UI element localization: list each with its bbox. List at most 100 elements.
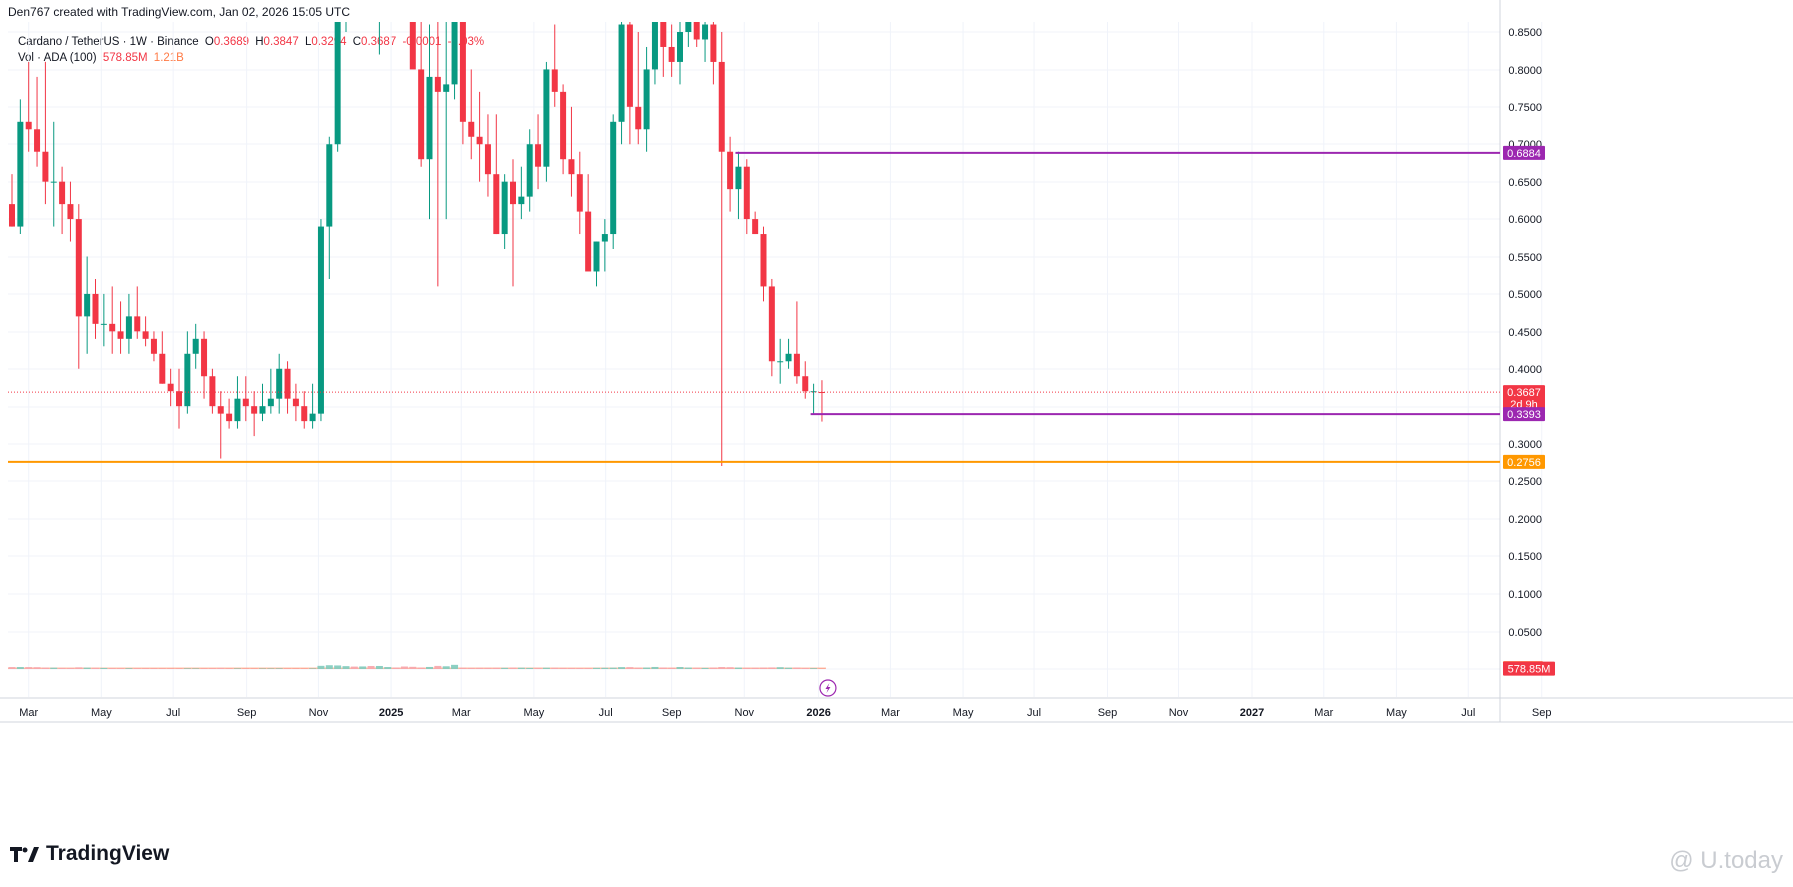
tradingview-logo[interactable]: TradingView bbox=[10, 842, 169, 866]
candle-body bbox=[42, 151, 49, 182]
candle-body bbox=[326, 144, 333, 227]
x-tick-label: 2027 bbox=[1240, 707, 1264, 719]
candle-body bbox=[192, 338, 199, 354]
candle-body bbox=[201, 338, 208, 377]
candle-body bbox=[259, 406, 266, 414]
candle-body bbox=[585, 211, 592, 272]
candle-body bbox=[267, 398, 274, 407]
volume-bar bbox=[509, 667, 517, 669]
y-tick-label: 0.4500 bbox=[1508, 327, 1542, 339]
volume-bar bbox=[542, 667, 550, 669]
candle-body bbox=[184, 353, 191, 407]
volume-bar bbox=[810, 668, 818, 669]
candle-body bbox=[284, 368, 291, 399]
volume-bar bbox=[534, 667, 542, 669]
candle-body bbox=[159, 353, 166, 384]
candle-body bbox=[760, 234, 767, 287]
candle-body bbox=[150, 338, 157, 354]
volume-ma-value: 1.21B bbox=[153, 52, 184, 64]
volume-bar bbox=[768, 667, 776, 669]
volume-bar bbox=[609, 667, 617, 669]
candle-body bbox=[176, 391, 182, 407]
volume-bar bbox=[158, 668, 166, 669]
candle-body bbox=[426, 76, 433, 160]
volume-bar bbox=[242, 668, 250, 669]
volume-bar bbox=[417, 667, 425, 669]
candle-body bbox=[142, 331, 149, 339]
volume-bar bbox=[292, 668, 300, 669]
candle-body bbox=[134, 316, 141, 332]
price-badge-text: 0.3687 bbox=[1507, 387, 1541, 399]
volume-bar bbox=[584, 668, 592, 669]
candle-body bbox=[484, 144, 491, 175]
volume-bar bbox=[434, 665, 442, 669]
candle-body bbox=[727, 151, 734, 190]
candle-body bbox=[752, 219, 759, 235]
volume-bar bbox=[325, 665, 333, 669]
candle-body bbox=[451, 22, 458, 85]
volume-bar bbox=[626, 667, 634, 669]
volume-bar bbox=[133, 668, 141, 669]
volume-bar bbox=[785, 667, 793, 669]
volume-bar bbox=[350, 666, 358, 669]
candle-body bbox=[576, 174, 583, 212]
y-tick-label: 0.6500 bbox=[1508, 177, 1542, 189]
close-value: 0.3687 bbox=[361, 36, 397, 48]
volume-bar bbox=[467, 667, 475, 669]
y-tick-label: 0.6000 bbox=[1508, 214, 1542, 226]
volume-bar bbox=[217, 667, 225, 669]
candle-body bbox=[635, 106, 642, 130]
candle-body bbox=[660, 22, 667, 47]
volume-bar bbox=[334, 665, 342, 669]
candle-body bbox=[601, 234, 608, 242]
volume-bar bbox=[718, 667, 726, 669]
y-tick-label: 0.7500 bbox=[1508, 102, 1542, 114]
volume-bar bbox=[668, 667, 676, 669]
volume-bar bbox=[476, 667, 484, 669]
candle-body bbox=[317, 226, 324, 414]
volume-bar bbox=[100, 667, 108, 669]
volume-legend-row: Vol · ADA (100) 578.85M 1.21B bbox=[18, 50, 487, 66]
candle-body bbox=[777, 361, 784, 363]
volume-bar bbox=[233, 668, 241, 669]
candle-body bbox=[685, 22, 692, 32]
tradingview-logo-text: TradingView bbox=[46, 842, 170, 865]
y-tick-label: 0.5500 bbox=[1508, 252, 1542, 264]
candle-body bbox=[409, 22, 416, 70]
candle-body bbox=[568, 159, 575, 175]
y-tick-label: 0.0500 bbox=[1508, 627, 1542, 639]
candle-body bbox=[75, 219, 82, 317]
volume-bar bbox=[634, 667, 642, 669]
volume-bar bbox=[92, 667, 99, 669]
price-badge bbox=[1503, 407, 1545, 422]
candle-body bbox=[25, 121, 32, 130]
volume-bar bbox=[643, 667, 651, 669]
candle-body bbox=[226, 413, 233, 422]
volume-bar bbox=[33, 667, 41, 669]
candle-body bbox=[535, 144, 542, 167]
volume-bar bbox=[108, 668, 116, 669]
candle-body bbox=[434, 76, 441, 92]
candle-body bbox=[468, 121, 475, 137]
volume-bar bbox=[8, 667, 16, 669]
chart-header: Den767 created with TradingView.com, Jan… bbox=[8, 5, 350, 19]
candle-body bbox=[543, 69, 550, 167]
price-badge-text: 0.6884 bbox=[1507, 148, 1541, 160]
open-label: O bbox=[204, 36, 214, 48]
x-tick-label: May bbox=[523, 707, 544, 719]
volume-badge bbox=[1503, 661, 1555, 676]
high-value: 0.3847 bbox=[263, 36, 299, 48]
volume-bar bbox=[317, 665, 325, 669]
volume-bar bbox=[200, 668, 208, 669]
x-tick-label: Mar bbox=[1314, 707, 1333, 719]
price-badge bbox=[1503, 145, 1545, 160]
price-badge bbox=[1503, 454, 1545, 469]
volume-bar bbox=[517, 667, 525, 669]
volume-bar bbox=[442, 666, 450, 669]
volume-bar bbox=[167, 668, 175, 669]
x-tick-label: Sep bbox=[1098, 707, 1118, 719]
volume-badge-text: 578.85M bbox=[1508, 664, 1551, 676]
volume-bar bbox=[125, 668, 133, 669]
price-badge-text: 0.3393 bbox=[1507, 409, 1541, 421]
